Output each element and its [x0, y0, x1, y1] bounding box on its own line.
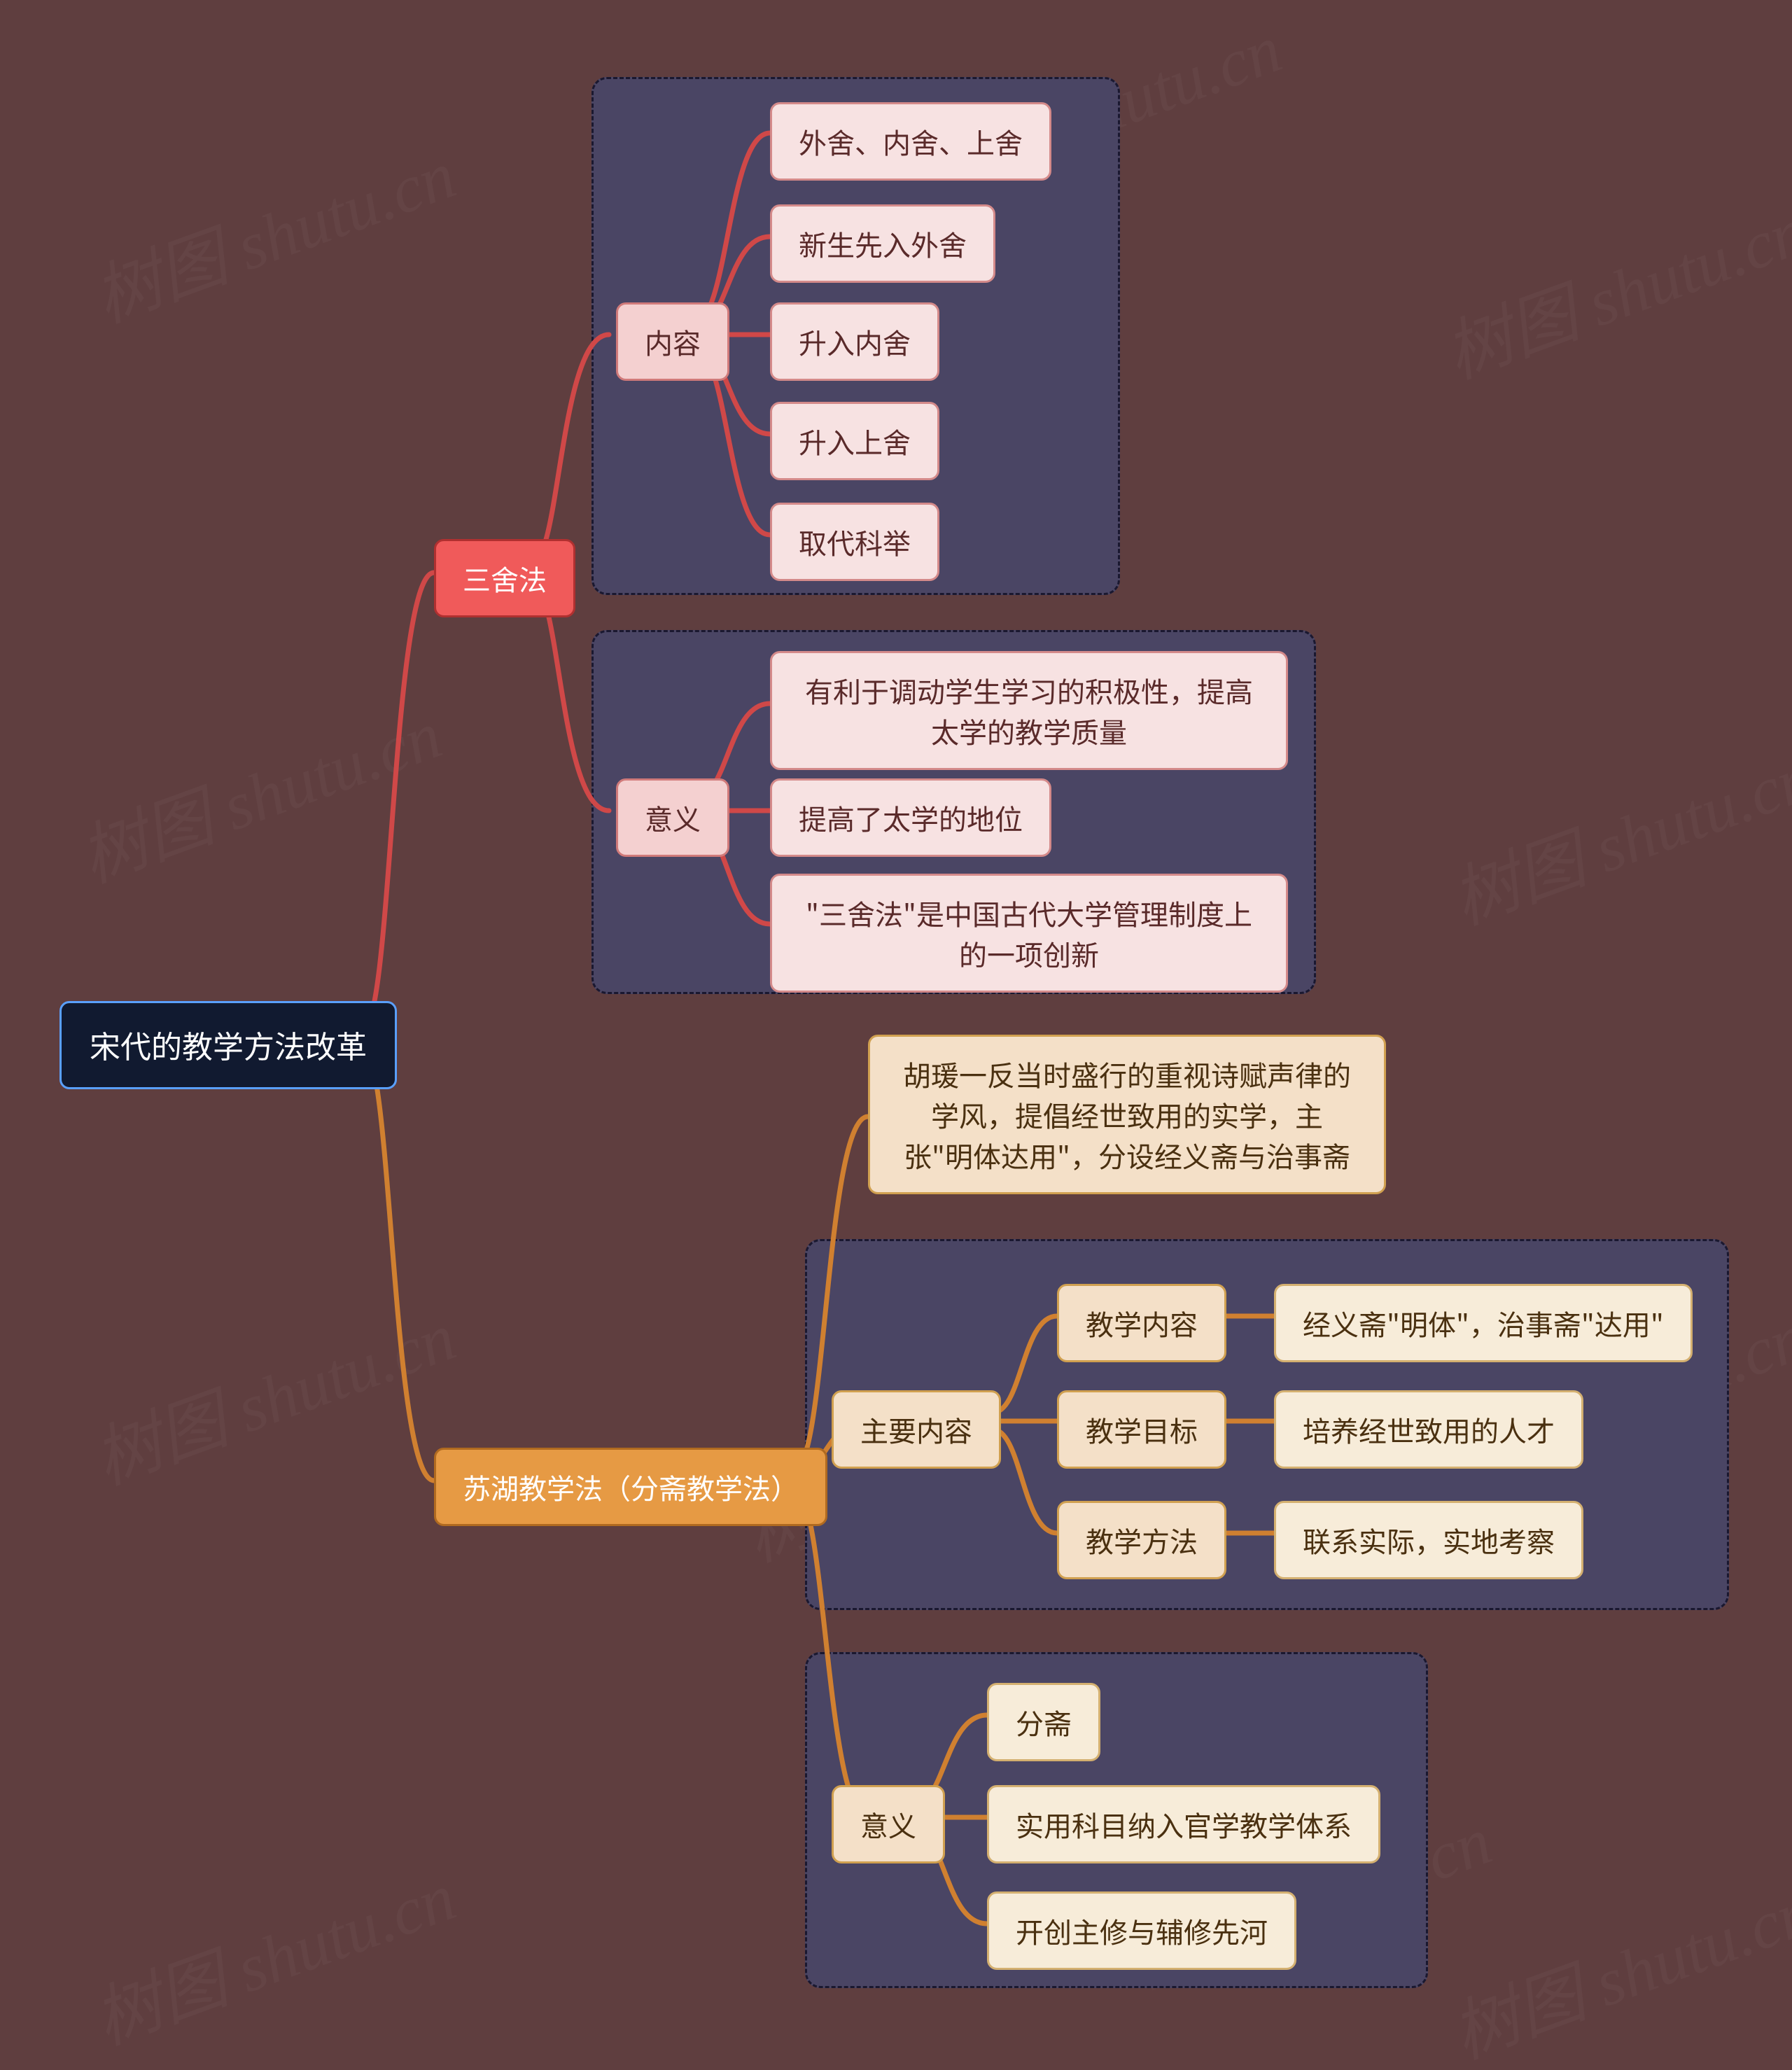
b1-sub1-item3: 升入上舍: [770, 402, 939, 480]
b2-sub1-node: 主要内容: [832, 1390, 1001, 1469]
watermark: 树图 shutu.cn: [64, 680, 452, 901]
b2-sub2-node: 意义: [832, 1785, 945, 1863]
b2-sub1-v1: 培养经世致用的人才: [1274, 1390, 1583, 1469]
b2-sub2-item0: 分斋: [987, 1683, 1100, 1761]
b2-sub2-item1: 实用科目纳入官学教学体系: [987, 1785, 1380, 1863]
b1-sub2-item2: "三舍法"是中国古代大学管理制度上的一项创新: [770, 874, 1288, 993]
b1-sub1-item0: 外舍、内舍、上舍: [770, 102, 1051, 181]
watermark: 树图 shutu.cn: [78, 1842, 466, 2063]
b2-sub2-item2: 开创主修与辅修先河: [987, 1891, 1296, 1970]
b2-sub1-v0: 经义斋"明体"，治事斋"达用": [1274, 1284, 1693, 1362]
watermark: 树图 shutu.cn: [78, 1282, 466, 1503]
b1-sub2-item1: 提高了太学的地位: [770, 778, 1051, 857]
watermark: 树图 shutu.cn: [1436, 722, 1792, 943]
b2-intro: 胡瑗一反当时盛行的重视诗赋声律的学风，提倡经世致用的实学，主张"明体达用"，分设…: [868, 1035, 1386, 1194]
b2-sub1-k1: 教学目标: [1057, 1390, 1226, 1469]
mindmap-canvas: 树图 shutu.cn 树图 shutu.cn 树图 shutu.cn 树图 s…: [0, 0, 1792, 2070]
b1-sub2-item0: 有利于调动学生学习的积极性，提高太学的教学质量: [770, 651, 1288, 770]
b1-sub1-item1: 新生先入外舍: [770, 204, 995, 283]
b1-sub1-item2: 升入内舍: [770, 302, 939, 381]
watermark: 树图 shutu.cn: [1429, 176, 1792, 397]
branch2-node: 苏湖教学法（分斋教学法）: [434, 1448, 827, 1526]
watermark: 树图 shutu.cn: [78, 120, 466, 341]
branch1-node: 三舍法: [434, 539, 575, 617]
watermark: 树图 shutu.cn: [1436, 1856, 1792, 2070]
b1-sub1-item4: 取代科举: [770, 503, 939, 581]
b2-sub1-k0: 教学内容: [1057, 1284, 1226, 1362]
b1-sub1-node: 内容: [616, 302, 729, 381]
root-node: 宋代的教学方法改革: [59, 1001, 397, 1089]
b2-sub1-k2: 教学方法: [1057, 1501, 1226, 1579]
b2-sub1-v2: 联系实际，实地考察: [1274, 1501, 1583, 1579]
b1-sub2-node: 意义: [616, 778, 729, 857]
